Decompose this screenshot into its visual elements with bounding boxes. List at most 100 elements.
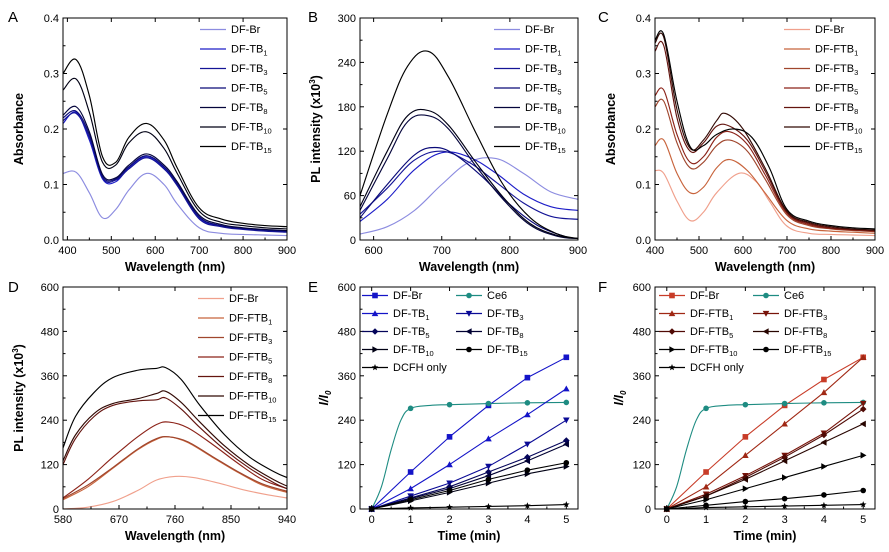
legend-label-main: DF-FTB — [815, 122, 854, 134]
legend-label-main: DF-TB — [487, 308, 519, 320]
legend-marker — [762, 310, 770, 317]
axes-frame — [359, 286, 579, 510]
legend-item: DF-FTB3 — [753, 308, 827, 322]
legend-label: DF-FTB1 — [229, 313, 272, 327]
y-tick-label: 0 — [645, 504, 651, 516]
data-point-df-tb3-2 — [446, 480, 453, 487]
series-line-df-br — [63, 475, 287, 509]
legend-label: DF-FTB5 — [815, 83, 858, 97]
series-line-df-tb15 — [371, 462, 567, 509]
legend-label-main: DF-TB — [525, 83, 557, 95]
legend-label-sub: 5 — [268, 357, 272, 366]
data-point-df-br-1 — [703, 469, 709, 475]
x-tick-label: 700 — [190, 245, 208, 257]
y-tick-label: 180 — [338, 102, 356, 114]
series-line-df-br — [63, 170, 287, 237]
x-tick-label: 800 — [234, 245, 252, 257]
legend-marker — [372, 346, 379, 353]
series-line-df-tb3 — [360, 150, 578, 220]
x-tick-label: 900 — [569, 245, 587, 257]
series-line-df-tb8 — [63, 105, 287, 232]
legend-label-sub: 8 — [557, 107, 561, 116]
legend-label-main: DF-TB — [231, 44, 263, 56]
x-tick-label: 0 — [664, 514, 670, 526]
series-line-df-tb10 — [371, 465, 567, 509]
legend-marker — [371, 364, 379, 371]
data-point-df-ftb10-5 — [860, 452, 867, 459]
series-line-df-tb10 — [360, 108, 578, 240]
legend-item: DF-FTB10 — [659, 344, 737, 358]
x-tick-label: 5 — [563, 514, 569, 526]
y-tick-label: 0.1 — [636, 180, 651, 192]
y-tick-label: 300 — [338, 13, 356, 25]
data-point-df-br-2 — [742, 434, 749, 440]
legend-label-main: DF-FTB — [229, 371, 268, 383]
legend-label-sub: 3 — [519, 313, 523, 322]
legend-item: DF-FTB5 — [784, 83, 858, 97]
legend: DF-BrDF-TB1DF-TB3DF-TB5DF-TB8DF-TB10DF-T… — [200, 24, 272, 155]
panel-letter: B — [308, 9, 318, 26]
y-tick-label: 0.3 — [636, 69, 651, 81]
legend-item: DF-TB8 — [200, 102, 268, 116]
legend-label: DF-TB1 — [393, 308, 430, 322]
series-line-df-ftb3 — [63, 436, 287, 500]
legend-item: DF-Br — [659, 290, 720, 302]
y-tick-label: 120 — [338, 146, 356, 158]
series-line-dcfh-only — [666, 504, 864, 509]
y-axis-label: Absorbance — [604, 93, 618, 165]
legend-item: DF-TB3 — [494, 63, 562, 77]
legend-label-sub: 15 — [854, 146, 862, 155]
y-axis-label: I/I0 — [612, 390, 628, 405]
x-tick-label: 3 — [485, 514, 491, 526]
series-line-df-ftb10 — [655, 32, 875, 231]
legend-item: DF-FTB1 — [784, 44, 858, 58]
data-point-df-tb1-4 — [524, 411, 531, 418]
data-point-df-ftb10-1 — [703, 496, 710, 504]
x-tick-label: 940 — [278, 514, 296, 526]
legend-label: DF-Br — [229, 293, 259, 305]
legend-label-main: DF-FTB — [815, 44, 854, 56]
series-line-df-ftb5 — [655, 87, 875, 232]
legend-item: DF-Br — [200, 24, 261, 36]
y-tick-label: 0.3 — [44, 69, 59, 81]
legend-item: DF-FTB10 — [198, 391, 276, 405]
legend-item: DCFH only — [659, 362, 744, 374]
data-point-dcfh-only-5 — [859, 501, 867, 508]
legend-label-main: DF-FTB — [784, 326, 823, 338]
x-tick-label: 700 — [433, 245, 451, 257]
y-axis-label-sup: 3 — [11, 348, 20, 353]
legend-label-main: DF-FTB — [229, 391, 268, 403]
x-tick-label: 600 — [146, 245, 164, 257]
legend-item: DF-FTB3 — [198, 332, 272, 346]
series-line-df-ftb10 — [63, 390, 287, 487]
series-line-df-tb8 — [371, 443, 567, 509]
y-tick-label: 240 — [338, 57, 356, 69]
legend-item: Ce6 — [456, 290, 507, 302]
legend-item: DF-TB10 — [494, 122, 566, 136]
legend-label-sub: 10 — [263, 127, 271, 136]
y-axis-label-main: PL intensity (x10 — [12, 353, 26, 452]
legend-item: DF-TB1 — [494, 44, 562, 58]
y-axis-label: Absorbance — [12, 93, 26, 165]
y-tick-label: 0.4 — [44, 13, 59, 25]
legend-label-sub: 10 — [268, 396, 276, 405]
data-point-df-tb3-3 — [485, 463, 492, 470]
legend-label-sub: 10 — [729, 349, 737, 358]
data-point-ce6-3 — [821, 400, 827, 406]
series-line-df-ftb1 — [655, 138, 875, 234]
data-point-df-ftb1-1 — [702, 483, 710, 490]
legend-label-sub: 1 — [729, 313, 733, 322]
panel-letter: F — [598, 279, 607, 296]
data-point-df-ftb10-2 — [742, 485, 749, 492]
legend-item: DF-FTB5 — [198, 352, 272, 366]
legend-label-main: DF-TB — [487, 344, 519, 356]
legend-marker — [669, 346, 676, 353]
legend-label-main: DF-FTB — [815, 141, 854, 153]
series-group — [666, 356, 864, 509]
y-axis-label-main: PL intensity (x10 — [309, 84, 323, 183]
legend-item: DCFH only — [362, 362, 447, 374]
legend-label: DF-Br — [393, 290, 423, 302]
series-group — [360, 50, 578, 240]
legend-item: DF-TB8 — [494, 102, 562, 116]
